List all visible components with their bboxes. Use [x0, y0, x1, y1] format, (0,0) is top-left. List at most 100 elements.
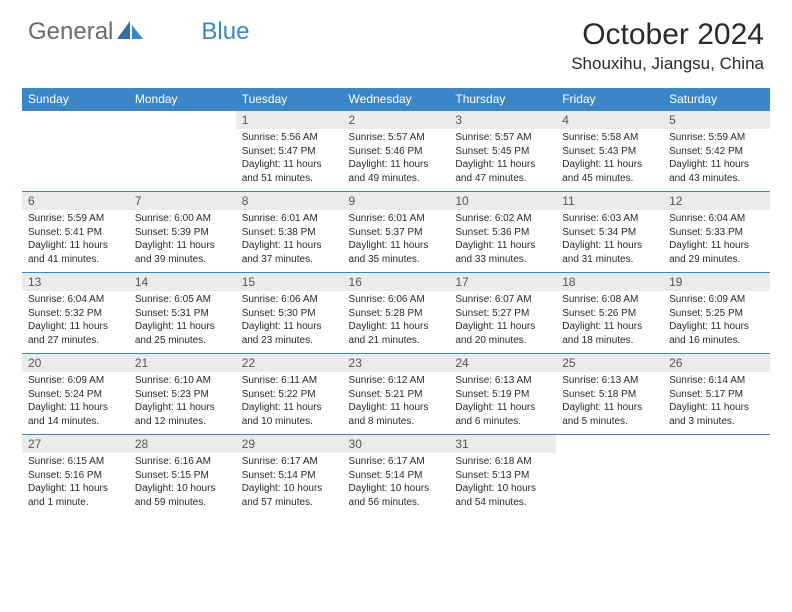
weekday-header: Monday — [129, 88, 236, 111]
weekday-header: Saturday — [663, 88, 770, 111]
calendar-day-cell: 5Sunrise: 5:59 AMSunset: 5:42 PMDaylight… — [663, 111, 770, 192]
day-number: 5 — [663, 111, 770, 129]
daylight-text: Daylight: 11 hours and 33 minutes. — [455, 239, 550, 266]
daylight-text: Daylight: 10 hours and 57 minutes. — [242, 482, 337, 509]
day-detail: Sunrise: 6:13 AMSunset: 5:18 PMDaylight:… — [556, 372, 663, 434]
calendar-day-cell: 11Sunrise: 6:03 AMSunset: 5:34 PMDayligh… — [556, 192, 663, 273]
daylight-text: Daylight: 11 hours and 6 minutes. — [455, 401, 550, 428]
sunset-text: Sunset: 5:38 PM — [242, 226, 337, 240]
daylight-text: Daylight: 11 hours and 25 minutes. — [135, 320, 230, 347]
calendar-day-cell: 20Sunrise: 6:09 AMSunset: 5:24 PMDayligh… — [22, 354, 129, 435]
calendar-day-cell: 4Sunrise: 5:58 AMSunset: 5:43 PMDaylight… — [556, 111, 663, 192]
day-detail: Sunrise: 6:05 AMSunset: 5:31 PMDaylight:… — [129, 291, 236, 353]
daylight-text: Daylight: 11 hours and 1 minute. — [28, 482, 123, 509]
day-number: 14 — [129, 273, 236, 291]
calendar-day-cell: 17Sunrise: 6:07 AMSunset: 5:27 PMDayligh… — [449, 273, 556, 354]
day-number: 8 — [236, 192, 343, 210]
daylight-text: Daylight: 11 hours and 49 minutes. — [349, 158, 444, 185]
day-number — [129, 111, 236, 129]
day-detail: Sunrise: 6:14 AMSunset: 5:17 PMDaylight:… — [663, 372, 770, 434]
sunset-text: Sunset: 5:18 PM — [562, 388, 657, 402]
calendar-day-cell: 9Sunrise: 6:01 AMSunset: 5:37 PMDaylight… — [343, 192, 450, 273]
sunset-text: Sunset: 5:21 PM — [349, 388, 444, 402]
sunset-text: Sunset: 5:27 PM — [455, 307, 550, 321]
brand-text-1: General — [28, 18, 113, 46]
calendar-day-cell: 19Sunrise: 6:09 AMSunset: 5:25 PMDayligh… — [663, 273, 770, 354]
calendar-day-cell: 12Sunrise: 6:04 AMSunset: 5:33 PMDayligh… — [663, 192, 770, 273]
day-detail: Sunrise: 6:18 AMSunset: 5:13 PMDaylight:… — [449, 453, 556, 515]
day-number — [22, 111, 129, 129]
day-detail: Sunrise: 6:13 AMSunset: 5:19 PMDaylight:… — [449, 372, 556, 434]
day-detail: Sunrise: 5:57 AMSunset: 5:45 PMDaylight:… — [449, 129, 556, 191]
calendar-day-cell: 24Sunrise: 6:13 AMSunset: 5:19 PMDayligh… — [449, 354, 556, 435]
day-detail: Sunrise: 6:08 AMSunset: 5:26 PMDaylight:… — [556, 291, 663, 353]
daylight-text: Daylight: 11 hours and 31 minutes. — [562, 239, 657, 266]
calendar-day-cell: 10Sunrise: 6:02 AMSunset: 5:36 PMDayligh… — [449, 192, 556, 273]
day-detail: Sunrise: 6:15 AMSunset: 5:16 PMDaylight:… — [22, 453, 129, 515]
day-number: 9 — [343, 192, 450, 210]
sunrise-text: Sunrise: 6:06 AM — [242, 293, 337, 307]
calendar-day-cell — [556, 435, 663, 516]
day-number: 1 — [236, 111, 343, 129]
daylight-text: Daylight: 11 hours and 35 minutes. — [349, 239, 444, 266]
daylight-text: Daylight: 11 hours and 16 minutes. — [669, 320, 764, 347]
calendar-day-cell: 1Sunrise: 5:56 AMSunset: 5:47 PMDaylight… — [236, 111, 343, 192]
day-detail: Sunrise: 6:09 AMSunset: 5:24 PMDaylight:… — [22, 372, 129, 434]
day-detail: Sunrise: 6:01 AMSunset: 5:38 PMDaylight:… — [236, 210, 343, 272]
day-detail: Sunrise: 6:01 AMSunset: 5:37 PMDaylight:… — [343, 210, 450, 272]
daylight-text: Daylight: 11 hours and 12 minutes. — [135, 401, 230, 428]
sunset-text: Sunset: 5:26 PM — [562, 307, 657, 321]
day-detail: Sunrise: 5:58 AMSunset: 5:43 PMDaylight:… — [556, 129, 663, 191]
weekday-header: Friday — [556, 88, 663, 111]
calendar-day-cell — [22, 111, 129, 192]
day-number: 16 — [343, 273, 450, 291]
day-number: 6 — [22, 192, 129, 210]
daylight-text: Daylight: 11 hours and 3 minutes. — [669, 401, 764, 428]
sunrise-text: Sunrise: 5:57 AM — [455, 131, 550, 145]
sunset-text: Sunset: 5:15 PM — [135, 469, 230, 483]
calendar-day-cell — [663, 435, 770, 516]
sunset-text: Sunset: 5:25 PM — [669, 307, 764, 321]
day-number — [556, 435, 663, 453]
calendar-day-cell: 31Sunrise: 6:18 AMSunset: 5:13 PMDayligh… — [449, 435, 556, 516]
sunrise-text: Sunrise: 6:00 AM — [135, 212, 230, 226]
day-detail: Sunrise: 5:59 AMSunset: 5:42 PMDaylight:… — [663, 129, 770, 191]
day-number: 28 — [129, 435, 236, 453]
sunrise-text: Sunrise: 5:57 AM — [349, 131, 444, 145]
sunset-text: Sunset: 5:41 PM — [28, 226, 123, 240]
sunrise-text: Sunrise: 6:01 AM — [242, 212, 337, 226]
sunset-text: Sunset: 5:31 PM — [135, 307, 230, 321]
day-number: 23 — [343, 354, 450, 372]
day-detail: Sunrise: 5:59 AMSunset: 5:41 PMDaylight:… — [22, 210, 129, 272]
calendar-week-row: 6Sunrise: 5:59 AMSunset: 5:41 PMDaylight… — [22, 192, 770, 273]
daylight-text: Daylight: 11 hours and 51 minutes. — [242, 158, 337, 185]
calendar-day-cell: 16Sunrise: 6:06 AMSunset: 5:28 PMDayligh… — [343, 273, 450, 354]
day-number: 18 — [556, 273, 663, 291]
sunset-text: Sunset: 5:39 PM — [135, 226, 230, 240]
day-detail: Sunrise: 6:10 AMSunset: 5:23 PMDaylight:… — [129, 372, 236, 434]
day-number: 30 — [343, 435, 450, 453]
day-detail: Sunrise: 6:00 AMSunset: 5:39 PMDaylight:… — [129, 210, 236, 272]
day-detail: Sunrise: 6:06 AMSunset: 5:28 PMDaylight:… — [343, 291, 450, 353]
sunrise-text: Sunrise: 6:04 AM — [28, 293, 123, 307]
sunrise-text: Sunrise: 6:04 AM — [669, 212, 764, 226]
calendar-day-cell: 26Sunrise: 6:14 AMSunset: 5:17 PMDayligh… — [663, 354, 770, 435]
calendar-day-cell: 13Sunrise: 6:04 AMSunset: 5:32 PMDayligh… — [22, 273, 129, 354]
day-number: 12 — [663, 192, 770, 210]
sunrise-text: Sunrise: 6:17 AM — [242, 455, 337, 469]
calendar-day-cell: 29Sunrise: 6:17 AMSunset: 5:14 PMDayligh… — [236, 435, 343, 516]
sunrise-text: Sunrise: 6:05 AM — [135, 293, 230, 307]
sunset-text: Sunset: 5:43 PM — [562, 145, 657, 159]
day-detail: Sunrise: 6:04 AMSunset: 5:33 PMDaylight:… — [663, 210, 770, 272]
sunset-text: Sunset: 5:32 PM — [28, 307, 123, 321]
sunset-text: Sunset: 5:45 PM — [455, 145, 550, 159]
day-detail: Sunrise: 6:07 AMSunset: 5:27 PMDaylight:… — [449, 291, 556, 353]
calendar-day-cell: 6Sunrise: 5:59 AMSunset: 5:41 PMDaylight… — [22, 192, 129, 273]
daylight-text: Daylight: 11 hours and 43 minutes. — [669, 158, 764, 185]
calendar-day-cell: 3Sunrise: 5:57 AMSunset: 5:45 PMDaylight… — [449, 111, 556, 192]
daylight-text: Daylight: 10 hours and 56 minutes. — [349, 482, 444, 509]
sunset-text: Sunset: 5:34 PM — [562, 226, 657, 240]
sunrise-text: Sunrise: 6:09 AM — [28, 374, 123, 388]
calendar-grid: Sunday Monday Tuesday Wednesday Thursday… — [22, 88, 770, 515]
weekday-header-row: Sunday Monday Tuesday Wednesday Thursday… — [22, 88, 770, 111]
